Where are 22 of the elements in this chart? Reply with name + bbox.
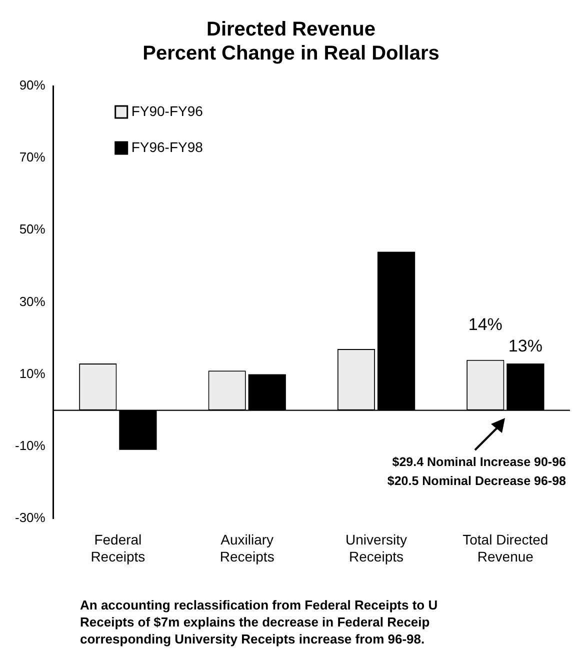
y-tick-label: 30% [19, 294, 46, 309]
data-label: 13% [508, 336, 542, 356]
y-tick-label: 70% [19, 150, 46, 165]
legend-label: FY90-FY96 [131, 102, 204, 119]
y-tick-label: 90% [19, 78, 46, 93]
y-tick-label: -10% [14, 438, 46, 453]
y-tick-label: -30% [14, 510, 46, 525]
x-tick-label: Auxiliary Receipts [220, 532, 274, 564]
legend-label: FY96-FY98 [131, 138, 204, 155]
text: Receipts of $7m explains the decrease in Federal Receip [80, 614, 430, 630]
text: Directed Revenue [206, 18, 376, 41]
annotation: $29.4 Nominal Increase 90-96 [392, 454, 566, 469]
y-tick-label: 50% [19, 222, 46, 237]
data-label: 14% [468, 315, 502, 334]
x-tick-label: Total Directed Revenue [462, 532, 548, 564]
annotation: $20.5 Nominal Decrease 96-98 [387, 474, 566, 488]
text: An accounting reclassification from Federal Receipts to U [80, 598, 438, 613]
x-tick-label: University Receipts [346, 532, 407, 564]
text: Percent Change in Real Dollars [142, 42, 440, 65]
text: corresponding University Receipts increase from 96-98. [80, 632, 425, 647]
x-tick-label: Federal Receipts [90, 532, 146, 564]
y-tick-label: 10% [19, 366, 46, 381]
